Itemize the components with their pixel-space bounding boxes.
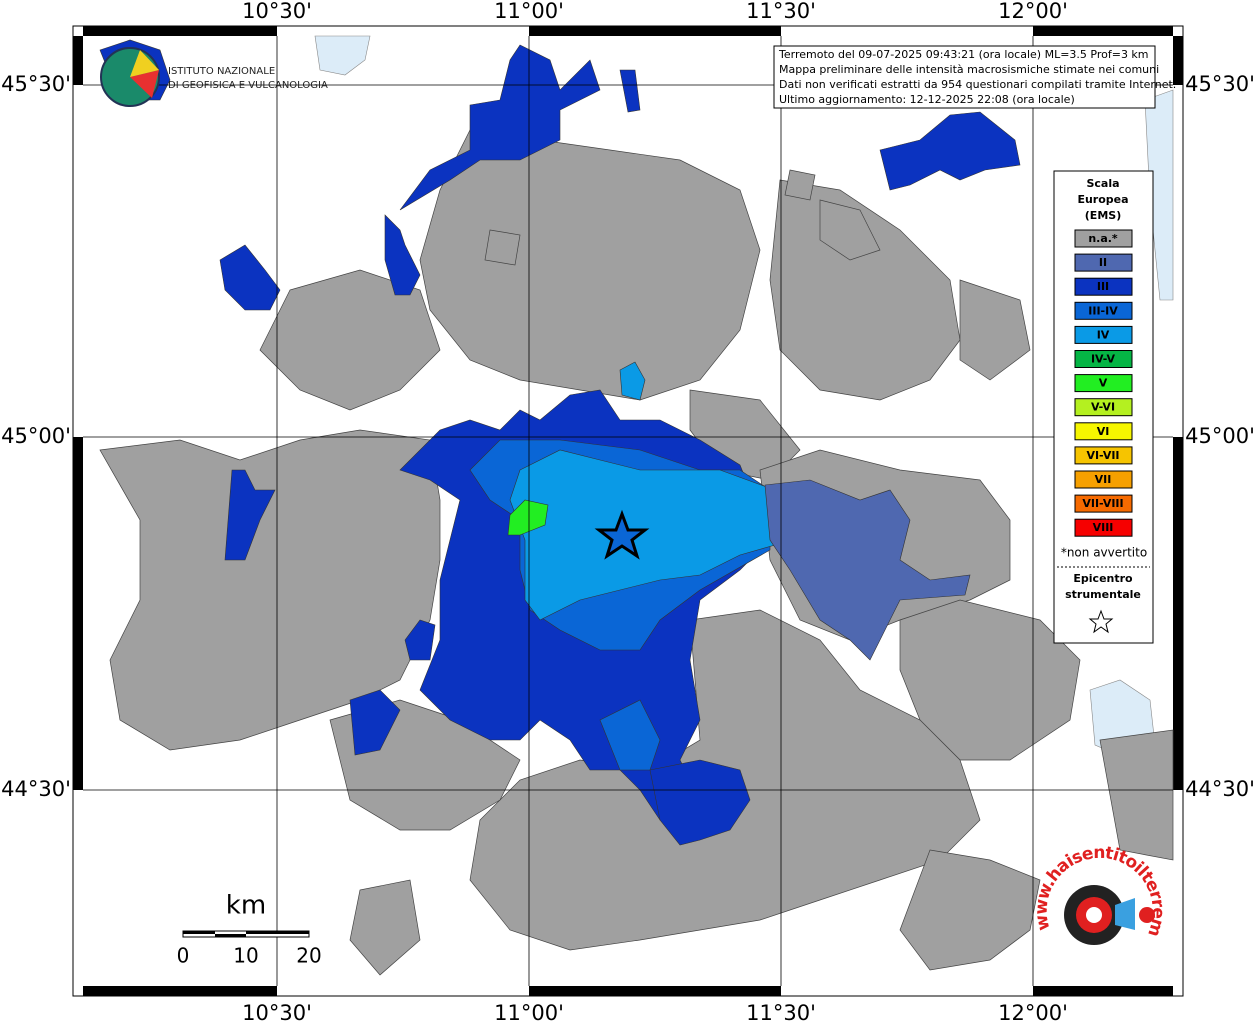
info-line: Dati non verificati estratti da 954 ques…: [779, 78, 1176, 91]
legend: ScalaEuropea(EMS)n.a.*IIIIIIII-IVIVIV-VV…: [1061, 177, 1147, 601]
top-label: 11°00': [494, 0, 564, 23]
bottom-label: 11°30': [746, 1001, 816, 1024]
legend-label: VII: [1095, 473, 1112, 486]
legend-swatch: [1074, 398, 1133, 417]
legend-label: III: [1097, 280, 1109, 293]
legend-epicenter: Epicentro: [1073, 572, 1133, 585]
info-line: Ultimo aggiornamento: 12-12-2025 22:08 (…: [779, 93, 1075, 106]
legend-label: III-IV: [1088, 304, 1118, 317]
legend-swatch: [1074, 470, 1133, 489]
legend-swatch: [1074, 277, 1133, 296]
scale-labels: 0 10 20: [177, 944, 322, 968]
scale-unit: km: [226, 891, 266, 921]
info-line: Mappa preliminare delle intensità macros…: [779, 63, 1159, 76]
legend-label: IV-V: [1091, 353, 1116, 366]
legend-label: VI: [1097, 425, 1110, 438]
left-label: 44°30': [1, 777, 71, 801]
epicenter-star: [594, 509, 650, 560]
top-label: 12°00': [998, 0, 1068, 23]
municipalities-na: [99, 129, 1174, 976]
legend-label: II: [1099, 256, 1107, 269]
bottom-label: 10°30': [242, 1001, 312, 1024]
legend-label: V-VI: [1091, 401, 1115, 414]
right-label: 45°30': [1185, 72, 1255, 96]
legend-title: Scala: [1086, 177, 1119, 190]
legend-swatch: [1074, 325, 1133, 344]
top-label: 10°30': [242, 0, 312, 23]
legend-star: [1088, 609, 1114, 634]
legend-title: Europea: [1077, 193, 1128, 206]
ingv-logo: ISTITUTO NAZIONALE DI GEOFISICA E VULCAN…: [100, 47, 328, 107]
legend-swatch: [1074, 350, 1133, 368]
legend-swatch: [1074, 446, 1133, 465]
legend-swatch: [1074, 301, 1133, 320]
scale-label: 0: [177, 944, 190, 968]
scale-bar: km: [182, 891, 310, 938]
legend-label: V: [1099, 377, 1108, 390]
right-label: 44°30': [1185, 777, 1255, 801]
legend-title: (EMS): [1085, 209, 1121, 222]
legend-note: *non avvertito: [1061, 546, 1147, 560]
info-box: [773, 45, 1156, 109]
info-line: Terremoto del 09-07-2025 09:43:21 (ora l…: [778, 48, 1149, 61]
legend-swatch: [1074, 494, 1133, 513]
legend-label: n.a.*: [1088, 232, 1118, 245]
legend-swatch: [1074, 253, 1133, 272]
bottom-label: 11°00': [494, 1001, 564, 1024]
legend-swatch: [1074, 422, 1133, 441]
legend-label: VII-VIII: [1082, 497, 1123, 510]
scale-label: 10: [233, 944, 258, 968]
legend-swatch: [1074, 229, 1133, 248]
legend-label: VI-VII: [1086, 449, 1119, 462]
right-label: 45°00': [1185, 424, 1255, 448]
legend-swatch: [1074, 518, 1133, 537]
bottom-label: 12°00': [998, 1001, 1068, 1024]
legend-label: IV: [1097, 328, 1110, 341]
ingv-text: DI GEOFISICA E VULCANOLOGIA: [168, 80, 328, 91]
legend-label: VIII: [1093, 521, 1114, 534]
legend-epicenter: strumentale: [1065, 588, 1141, 601]
top-label: 11°30': [746, 0, 816, 23]
left-label: 45°30': [1, 72, 71, 96]
left-label: 45°00': [1, 424, 71, 448]
frame-border: [73, 26, 1183, 996]
scale-label: 20: [296, 944, 321, 968]
info-text: Terremoto del 09-07-2025 09:43:21 (ora l…: [778, 48, 1176, 106]
legend-swatch: [1074, 374, 1133, 393]
ingv-text: ISTITUTO NAZIONALE: [168, 66, 275, 77]
